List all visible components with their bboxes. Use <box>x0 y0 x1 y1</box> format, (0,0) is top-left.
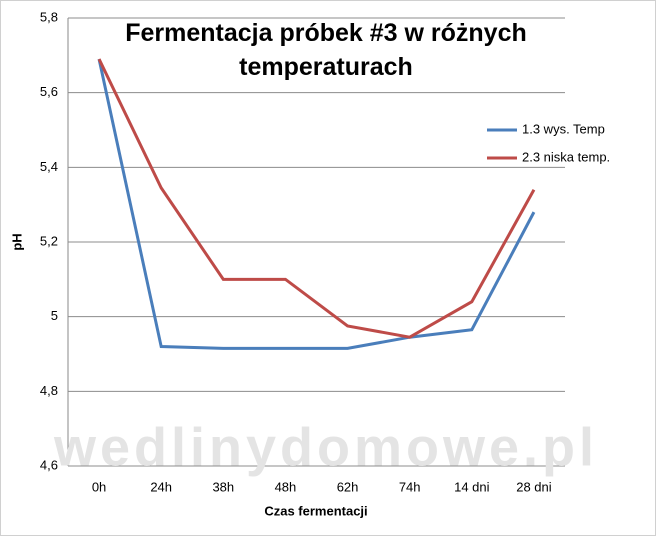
chart-title: Fermentacja próbek #3 w różnych temperatu… <box>125 19 527 81</box>
series-line <box>97 58 536 339</box>
x-tick-label: 24h <box>150 479 172 494</box>
y-tick-label: 4,6 <box>40 457 58 472</box>
x-tick-label: 48h <box>275 479 297 494</box>
watermark: wedlinydomowe.pl <box>53 417 598 477</box>
y-tick-label: 5,2 <box>40 233 58 248</box>
legend-label: 2.3 niska temp. <box>522 149 610 164</box>
legend-label: 1.3 wys. Temp <box>522 121 605 136</box>
x-tick-label: 38h <box>212 479 234 494</box>
x-tick-label: 28 dni <box>516 479 552 494</box>
y-tick-label: 5 <box>51 308 58 323</box>
series-line <box>97 58 536 350</box>
y-tick-label: 5,8 <box>40 9 58 24</box>
y-axis-label: pH <box>9 233 24 250</box>
y-tick-label: 5,6 <box>40 84 58 99</box>
x-tick-label: 62h <box>337 479 359 494</box>
x-tick-label: 14 dni <box>454 479 490 494</box>
y-tick-label: 4,8 <box>40 383 58 398</box>
y-tick-label: 5,4 <box>40 159 58 174</box>
x-tick-label: 0h <box>92 479 106 494</box>
x-tick-label: 74h <box>399 479 421 494</box>
x-axis-label: Czas fermentacji <box>264 503 367 518</box>
